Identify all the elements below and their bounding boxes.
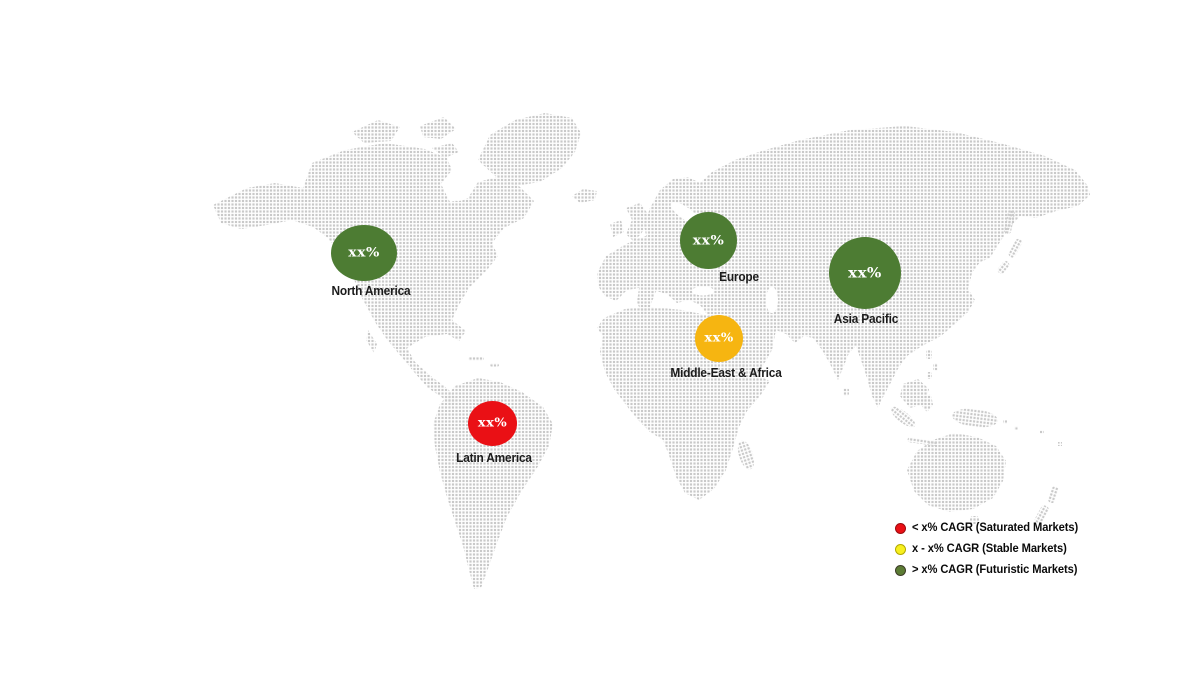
legend-dot-red-icon: [895, 522, 906, 534]
legend-row-saturated: < x% CAGR (Saturated Markets): [895, 521, 1083, 535]
region-label-middle-east-africa: Middle-East & Africa: [670, 366, 782, 380]
legend-label: < x% CAGR (Saturated Markets): [912, 522, 1079, 534]
region-label-asia-pacific: Asia Pacific: [833, 312, 899, 326]
region-value: xx%: [477, 416, 508, 431]
region-value: xx%: [692, 233, 725, 248]
region-bubble-north-america: xx%: [331, 225, 397, 281]
region-label-latin-america: Latin America: [456, 451, 532, 465]
region-label-north-america: North America: [331, 284, 411, 298]
region-value: xx%: [348, 245, 380, 261]
legend-dot-green-icon: [895, 564, 906, 576]
legend-label: x - x% CAGR (Stable Markets): [912, 543, 1067, 555]
region-bubble-latin-america: xx%: [468, 401, 517, 446]
legend-dot-yellow-icon: [895, 543, 906, 555]
legend-row-stable: x - x% CAGR (Stable Markets): [895, 542, 1083, 556]
region-bubble-europe: xx%: [680, 212, 737, 269]
legend-label: > x% CAGR (Futuristic Markets): [912, 564, 1078, 576]
region-value: xx%: [848, 264, 882, 282]
continents: [213, 113, 1090, 589]
legend-row-futuristic: > x% CAGR (Futuristic Markets): [895, 563, 1083, 577]
legend: < x% CAGR (Saturated Markets) x - x% CAG…: [895, 521, 1083, 584]
region-label-europe: Europe: [719, 270, 759, 284]
region-value: xx%: [704, 331, 734, 346]
inland-seas: [445, 179, 778, 313]
region-bubble-middle-east-africa: xx%: [695, 315, 743, 362]
region-bubble-asia-pacific: xx%: [829, 237, 901, 309]
